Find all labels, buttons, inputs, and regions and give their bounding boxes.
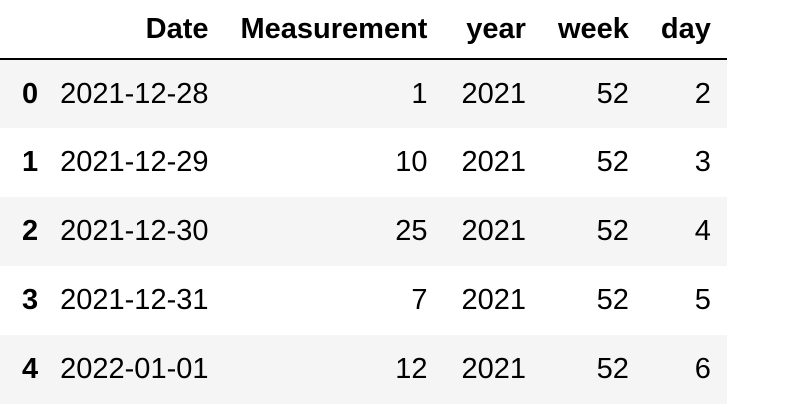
cell-week: 52 (596, 215, 629, 247)
header-year: year (443, 0, 542, 60)
table-row: 3 2021-12-31 7 2021 52 5 (0, 266, 727, 335)
header-measurement: Measurement (224, 0, 444, 60)
table-body: 0 2021-12-28 1 2021 52 2 1 2021-12-29 10… (0, 59, 727, 404)
cell-date: 2021-12-31 (60, 284, 209, 316)
header-row: Date Measurement year week day (0, 0, 727, 60)
cell-week: 52 (596, 284, 629, 316)
cell-measurement: 10 (395, 146, 428, 178)
row-index: 1 (22, 146, 39, 178)
cell-year: 2021 (461, 284, 526, 316)
table-row: 2 2021-12-30 25 2021 52 4 (0, 197, 727, 266)
cell-year: 2021 (461, 77, 526, 110)
cell-date: 2021-12-30 (60, 215, 209, 247)
row-index: 3 (22, 284, 39, 316)
cell-week: 52 (596, 353, 629, 385)
cell-day: 3 (694, 146, 711, 178)
cell-day: 5 (694, 284, 711, 316)
cell-date: 2021-12-29 (60, 146, 209, 178)
cell-year: 2021 (461, 146, 526, 178)
header-date: Date (46, 0, 225, 60)
cell-measurement: 25 (395, 215, 428, 247)
cell-measurement: 7 (411, 284, 428, 316)
table-row: 1 2021-12-29 10 2021 52 3 (0, 128, 727, 197)
cell-week: 52 (596, 146, 629, 178)
row-index: 0 (22, 77, 39, 110)
table-row: 0 2021-12-28 1 2021 52 2 (0, 59, 727, 128)
cell-measurement: 12 (395, 353, 428, 385)
table-row: 4 2022-01-01 12 2021 52 6 (0, 335, 727, 404)
header-index (0, 0, 47, 60)
cell-week: 52 (596, 77, 629, 110)
cell-day: 4 (694, 215, 711, 247)
row-index: 2 (22, 215, 39, 247)
cell-day: 2 (694, 77, 711, 110)
cell-day: 6 (694, 353, 711, 385)
cell-date: 2021-12-28 (60, 77, 209, 110)
header-day: day (644, 0, 727, 60)
header-week: week (541, 0, 645, 60)
row-index: 4 (22, 353, 39, 385)
cell-measurement: 1 (411, 77, 428, 110)
cell-year: 2021 (461, 353, 526, 385)
cell-date: 2022-01-01 (60, 353, 209, 385)
cell-year: 2021 (461, 215, 526, 247)
dataframe-table: Date Measurement year week day 0 2021-12… (0, 0, 727, 404)
table-header: Date Measurement year week day (0, 0, 727, 60)
